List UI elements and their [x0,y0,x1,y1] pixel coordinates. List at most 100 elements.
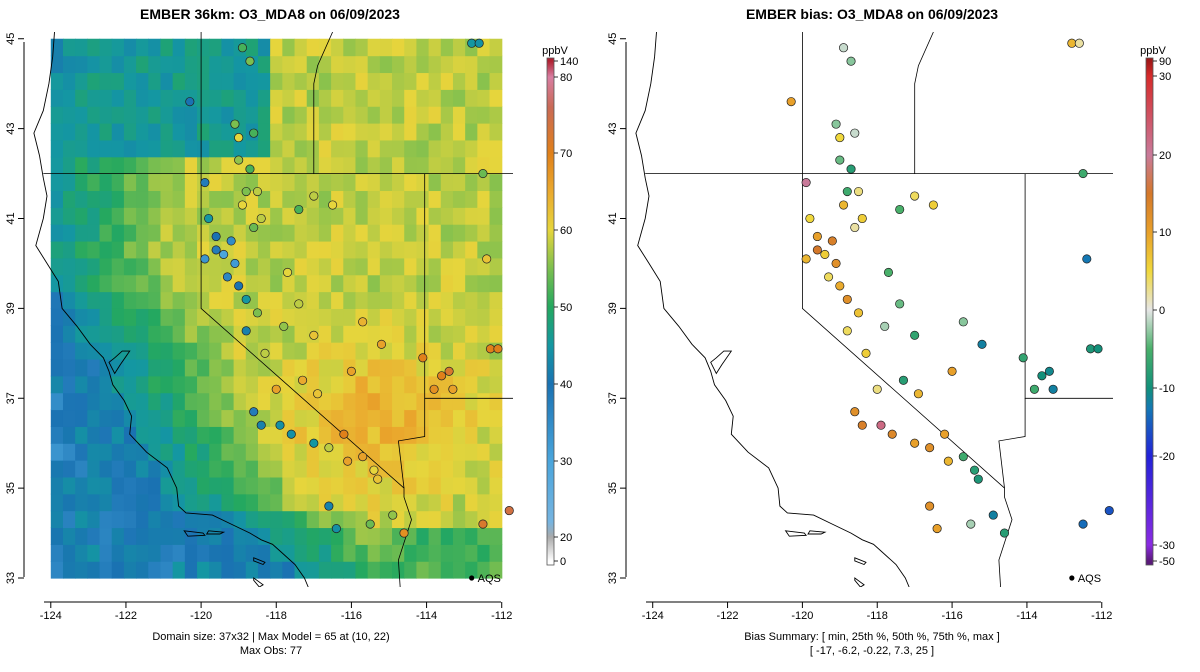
left-footer-domain: Domain size: 37x32 | Max Model = 65 at (… [152,631,389,643]
model-grid-cell [465,240,478,259]
model-grid-cell [343,139,357,158]
model-grid-cell [489,207,503,225]
model-grid-cell [62,72,76,90]
model-grid-cell [392,207,405,225]
model-grid-cell [172,544,186,562]
model-grid-cell [136,493,149,512]
model-grid-cell [489,190,503,208]
model-grid-cell [123,409,137,427]
model-grid-cell [221,207,235,225]
model-grid-cell [440,89,454,107]
model-grid-cell [477,325,491,343]
model-grid-cell [99,527,113,545]
model-grid-cell [148,106,162,124]
coast-segment [310,598,318,614]
bias-marker [842,326,852,336]
model-grid-cell [123,89,137,107]
bias-marker [850,128,860,138]
model-grid-cell [148,139,162,158]
model-grid-cell [50,460,64,478]
observation-marker [241,186,251,197]
model-grid-cell [452,224,466,242]
model-grid-cell [148,527,162,545]
model-grid-cell [209,190,223,208]
model-grid-cell [355,510,369,529]
colorbar-tick-label: -50 [1159,556,1175,568]
model-grid-cell [404,308,418,326]
observation-marker [294,204,304,215]
model-grid-cell [318,426,332,444]
model-grid-cell [379,308,393,326]
model-grid-cell [477,72,491,90]
state-border [911,592,1139,654]
model-grid-cell [172,190,186,208]
model-grid-cell [416,55,430,74]
model-grid-cell [172,55,186,74]
model-grid-cell [392,274,405,293]
model-grid-cell [50,426,64,444]
model-grid-cell [343,89,357,107]
model-grid-cell [221,476,235,495]
bias-marker [835,155,845,165]
model-grid-cell [428,274,442,293]
model-grid-cell [270,72,283,90]
model-grid-cell [465,510,478,529]
model-grid-cell [209,392,223,411]
model-grid-cell [233,409,247,427]
model-grid-cell [477,274,491,293]
model-grid-cell [184,358,198,377]
model-grid-cell [416,106,430,124]
model-grid-cell [306,358,320,377]
model-grid-cell [367,342,381,360]
model-grid-cell [404,544,418,562]
model-grid-cell [270,325,283,343]
model-grid-cell [318,476,332,495]
model-grid-cell [257,139,271,158]
model-grid-cell [197,190,210,208]
model-grid-cell [440,139,454,158]
observation-marker [237,200,247,210]
model-grid-cell [282,375,296,394]
model-grid-cell [331,426,344,444]
model-grid-cell [452,510,466,529]
bias-marker [857,213,867,224]
model-grid-cell [428,544,442,562]
model-grid-cell [99,544,113,562]
model-grid-cell [160,224,174,242]
model-grid-cell [367,308,381,326]
model-grid-cell [99,443,113,461]
model-grid-cell [404,156,418,175]
x-tick-label: -116 [341,610,362,622]
model-grid-cell [136,123,149,141]
model-grid-cell [367,38,381,57]
model-grid-cell [331,510,344,529]
bias-marker [835,281,845,291]
model-grid-cell [160,544,174,562]
colorbar-tick-label: 70 [560,148,572,160]
model-grid-cell [184,207,198,225]
model-grid-cell [245,544,259,562]
model-grid-cell [148,325,162,343]
model-grid-cell [416,544,430,562]
model-grid-cell [233,224,247,242]
model-grid-cell [318,156,332,175]
model-grid-cell [428,89,442,107]
model-grid-cell [136,358,149,377]
model-grid-cell [428,308,442,326]
model-grid-cell [282,139,296,158]
left-axes: -124 -122 -120 -118 -116 -114 -112 33 35 37 39 41 43… [5,33,512,622]
model-grid-cell [62,409,76,427]
model-grid-cell [136,291,149,309]
model-grid-cell [99,325,113,343]
model-grid-cell [452,240,466,259]
left-footer-max-obs: Max Obs: 77 [240,645,302,657]
model-grid-cell [75,443,88,461]
bias-marker [872,384,882,394]
model-grid-cell [331,55,344,74]
observation-marker [504,506,514,516]
x-tick-label: -118 [266,610,287,622]
observation-marker [234,155,244,165]
model-grid-cell [111,325,125,343]
model-grid-cell [245,173,259,192]
model-grid-cell [123,510,137,529]
